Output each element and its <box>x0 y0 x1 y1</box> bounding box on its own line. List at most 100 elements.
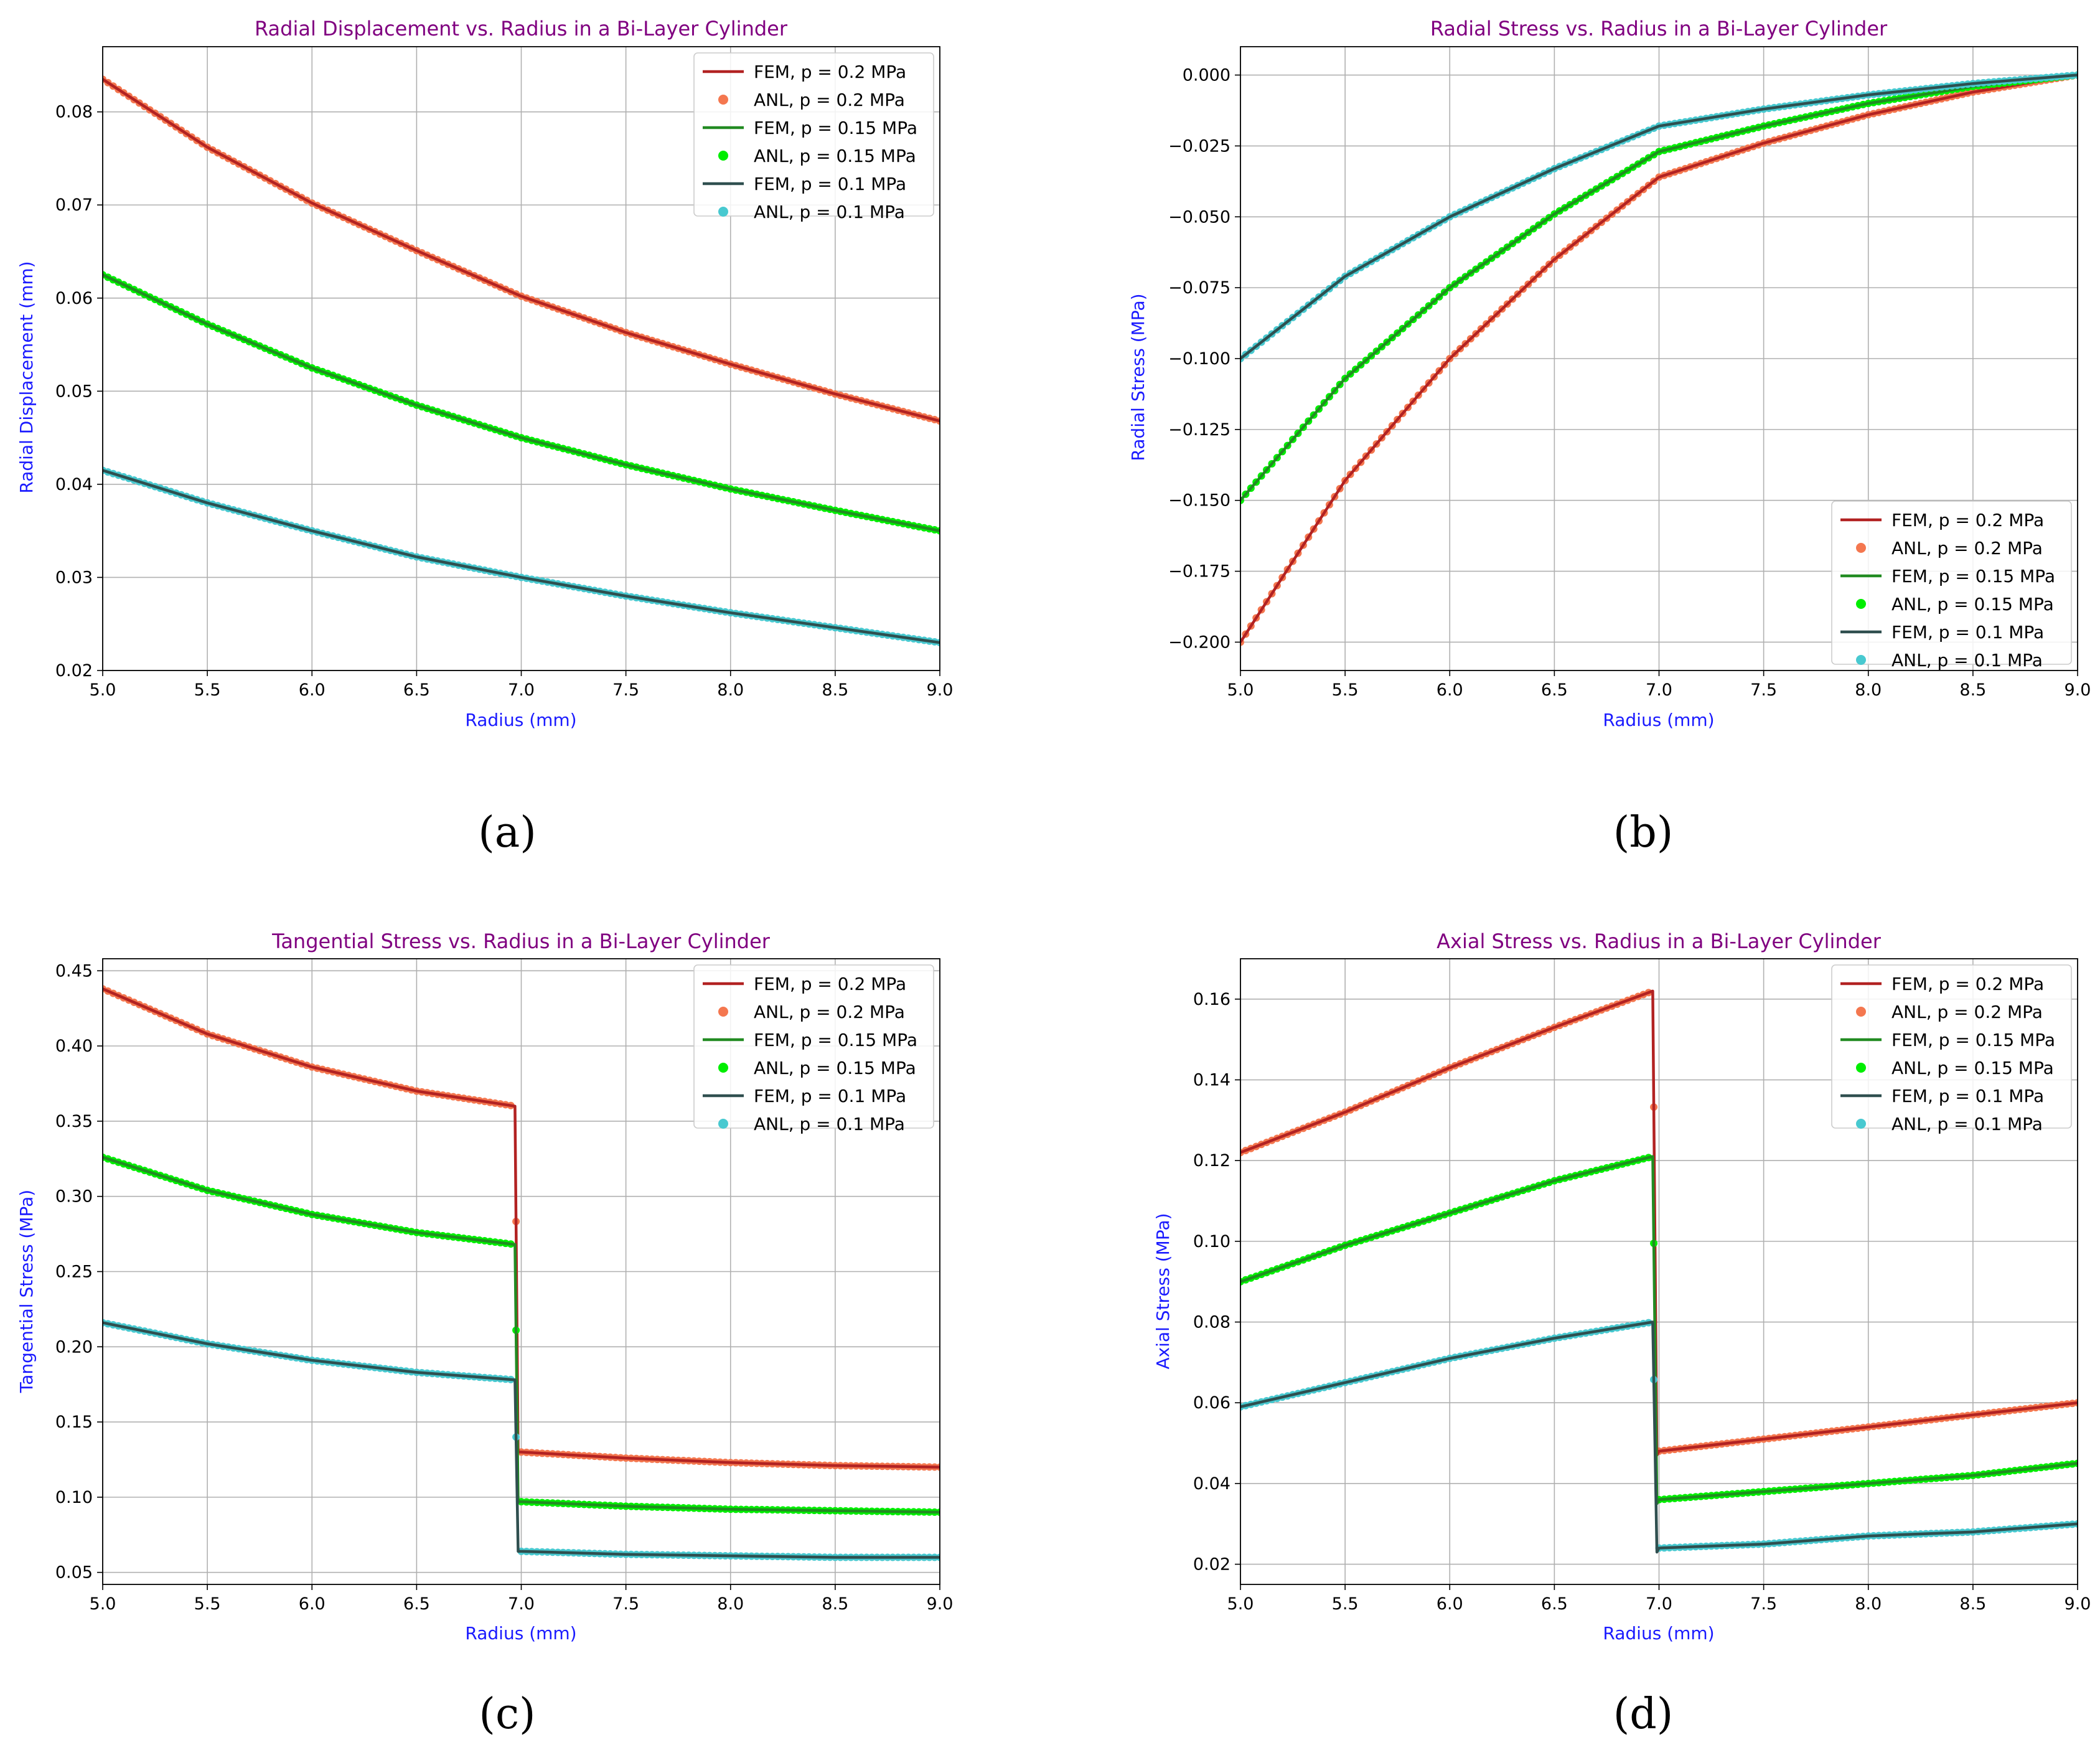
legend-label: FEM, p = 0.1 MPa <box>754 1086 906 1106</box>
y-tick-label: 0.45 <box>55 961 93 981</box>
y-tick-label: 0.07 <box>55 195 93 215</box>
plot-frame <box>1240 46 2078 671</box>
legend-marker-swatch <box>718 207 728 217</box>
legend-label: FEM, p = 0.15 MPa <box>1891 1030 2055 1050</box>
x-axis-label: Radius (mm) <box>465 710 576 730</box>
legend-marker-swatch <box>1856 543 1866 553</box>
plot-frame <box>102 958 940 1585</box>
fem-line-0 <box>103 78 940 423</box>
legend-marker-swatch <box>1856 655 1866 665</box>
y-tick-label: 0.02 <box>55 661 93 680</box>
x-tick-label: 8.5 <box>822 680 848 700</box>
y-tick-label: 0.35 <box>55 1112 93 1131</box>
legend: FEM, p = 0.2 MPa ANL, p = 0.2 MPa FEM, p =… <box>1831 501 2072 670</box>
x-tick-label: 5.0 <box>1227 680 1254 700</box>
x-tick-label: 8.5 <box>1959 1594 1986 1614</box>
x-tick-label: 8.5 <box>822 1594 848 1614</box>
legend-label: ANL, p = 0.2 MPa <box>754 90 905 110</box>
legend-label: ANL, p = 0.1 MPa <box>1891 650 2043 670</box>
legend-label: ANL, p = 0.2 MPa <box>1891 1002 2043 1022</box>
x-tick-label: 5.0 <box>90 1594 116 1614</box>
y-tick-label: −0.125 <box>1168 420 1230 440</box>
legend-marker-swatch <box>1856 1007 1866 1017</box>
legend: FEM, p = 0.2 MPa ANL, p = 0.2 MPa FEM, p =… <box>693 52 934 222</box>
legend-label: ANL, p = 0.15 MPa <box>754 146 916 166</box>
panel-label-c: (c) <box>479 1690 535 1739</box>
chart-title: Axial Stress vs. Radius in a Bi-Layer Cy… <box>1437 929 1882 953</box>
x-tick-label: 7.5 <box>612 680 639 700</box>
x-tick-label: 5.0 <box>1227 1594 1254 1614</box>
legend-marker-swatch <box>1856 1063 1866 1073</box>
x-tick-label: 5.5 <box>194 680 221 700</box>
x-tick-label: 6.5 <box>1541 680 1568 700</box>
panel-a: Radial Displacement vs. Radius in a Bi-L… <box>16 17 953 857</box>
x-axis-label: Radius (mm) <box>1603 1623 1714 1644</box>
legend: FEM, p = 0.2 MPa ANL, p = 0.2 MPa FEM, p =… <box>693 964 934 1134</box>
x-tick-label: 5.5 <box>1332 1594 1359 1614</box>
legend-box <box>1831 501 2072 665</box>
legend-label: ANL, p = 0.15 MPa <box>1891 1058 2054 1078</box>
legend-label: ANL, p = 0.1 MPa <box>754 202 905 222</box>
x-tick-label: 8.0 <box>1855 680 1882 700</box>
x-tick-label: 6.0 <box>1437 680 1463 700</box>
y-tick-label: 0.10 <box>1193 1232 1230 1251</box>
y-tick-label: 0.16 <box>1193 990 1230 1009</box>
plot-frame <box>1240 958 2078 1585</box>
y-tick-label: 0.05 <box>55 1563 93 1583</box>
x-tick-label: 8.0 <box>717 1594 744 1614</box>
y-tick-label: 0.10 <box>55 1488 93 1507</box>
data-layer <box>103 75 940 647</box>
x-tick-label: 6.5 <box>403 680 430 700</box>
x-tick-label: 7.0 <box>1646 680 1672 700</box>
legend: FEM, p = 0.2 MPa ANL, p = 0.2 MPa FEM, p =… <box>1831 964 2072 1134</box>
x-tick-label: 5.0 <box>90 680 116 700</box>
chart-title: Radial Displacement vs. Radius in a Bi-L… <box>255 17 788 40</box>
x-tick-label: 7.5 <box>1750 680 1777 700</box>
legend-label: ANL, p = 0.15 MPa <box>754 1058 916 1078</box>
x-tick-label: 9.0 <box>2065 680 2091 700</box>
fem-line-0 <box>1240 73 2078 643</box>
legend-label: ANL, p = 0.2 MPa <box>754 1002 905 1022</box>
x-tick-label: 6.5 <box>403 1594 430 1614</box>
y-tick-label: 0.08 <box>1193 1313 1230 1332</box>
panel-d: Axial Stress vs. Radius in a Bi-Layer Cy… <box>1153 929 2091 1739</box>
legend-label: FEM, p = 0.2 MPa <box>754 62 906 82</box>
legend-label: FEM, p = 0.15 MPa <box>754 1030 917 1050</box>
y-tick-label: 0.08 <box>55 103 93 122</box>
y-tick-label: 0.000 <box>1183 66 1230 85</box>
x-tick-label: 6.0 <box>1437 1594 1463 1614</box>
x-tick-label: 7.0 <box>508 1594 535 1614</box>
fem-line-2 <box>103 1321 940 1559</box>
y-tick-label: −0.100 <box>1168 349 1230 369</box>
legend-box <box>693 964 934 1129</box>
legend-label: FEM, p = 0.1 MPa <box>754 174 906 194</box>
fem-line-1 <box>1240 73 2078 502</box>
legend-marker-swatch <box>718 1007 728 1017</box>
y-tick-label: −0.175 <box>1168 562 1230 581</box>
legend-label: FEM, p = 0.15 MPa <box>754 118 917 138</box>
panel-label-a: (a) <box>478 808 537 857</box>
y-tick-label: 0.02 <box>1193 1555 1230 1574</box>
x-tick-label: 8.0 <box>717 680 744 700</box>
x-tick-label: 8.5 <box>1959 680 1986 700</box>
y-tick-label: 0.04 <box>1193 1474 1230 1494</box>
legend-marker-swatch <box>1856 1119 1866 1129</box>
x-tick-label: 7.5 <box>1750 1594 1777 1614</box>
x-tick-label: 8.0 <box>1855 1594 1882 1614</box>
x-tick-label: 7.5 <box>612 1594 639 1614</box>
x-tick-label: 7.0 <box>1646 1594 1672 1614</box>
y-tick-label: 0.12 <box>1193 1151 1230 1170</box>
legend-label: FEM, p = 0.2 MPa <box>754 974 906 994</box>
y-tick-label: 0.20 <box>55 1337 93 1357</box>
legend-box <box>693 52 934 217</box>
legend-marker-swatch <box>718 1119 728 1129</box>
legend-marker-swatch <box>718 151 728 161</box>
y-tick-label: 0.25 <box>55 1263 93 1282</box>
y-tick-label: −0.050 <box>1168 207 1230 227</box>
x-tick-label: 6.0 <box>299 680 326 700</box>
panel-label-d: (d) <box>1613 1690 1674 1739</box>
x-axis-label: Radius (mm) <box>465 1623 576 1644</box>
legend-label: ANL, p = 0.15 MPa <box>1891 594 2054 614</box>
legend-label: ANL, p = 0.1 MPa <box>754 1114 905 1134</box>
